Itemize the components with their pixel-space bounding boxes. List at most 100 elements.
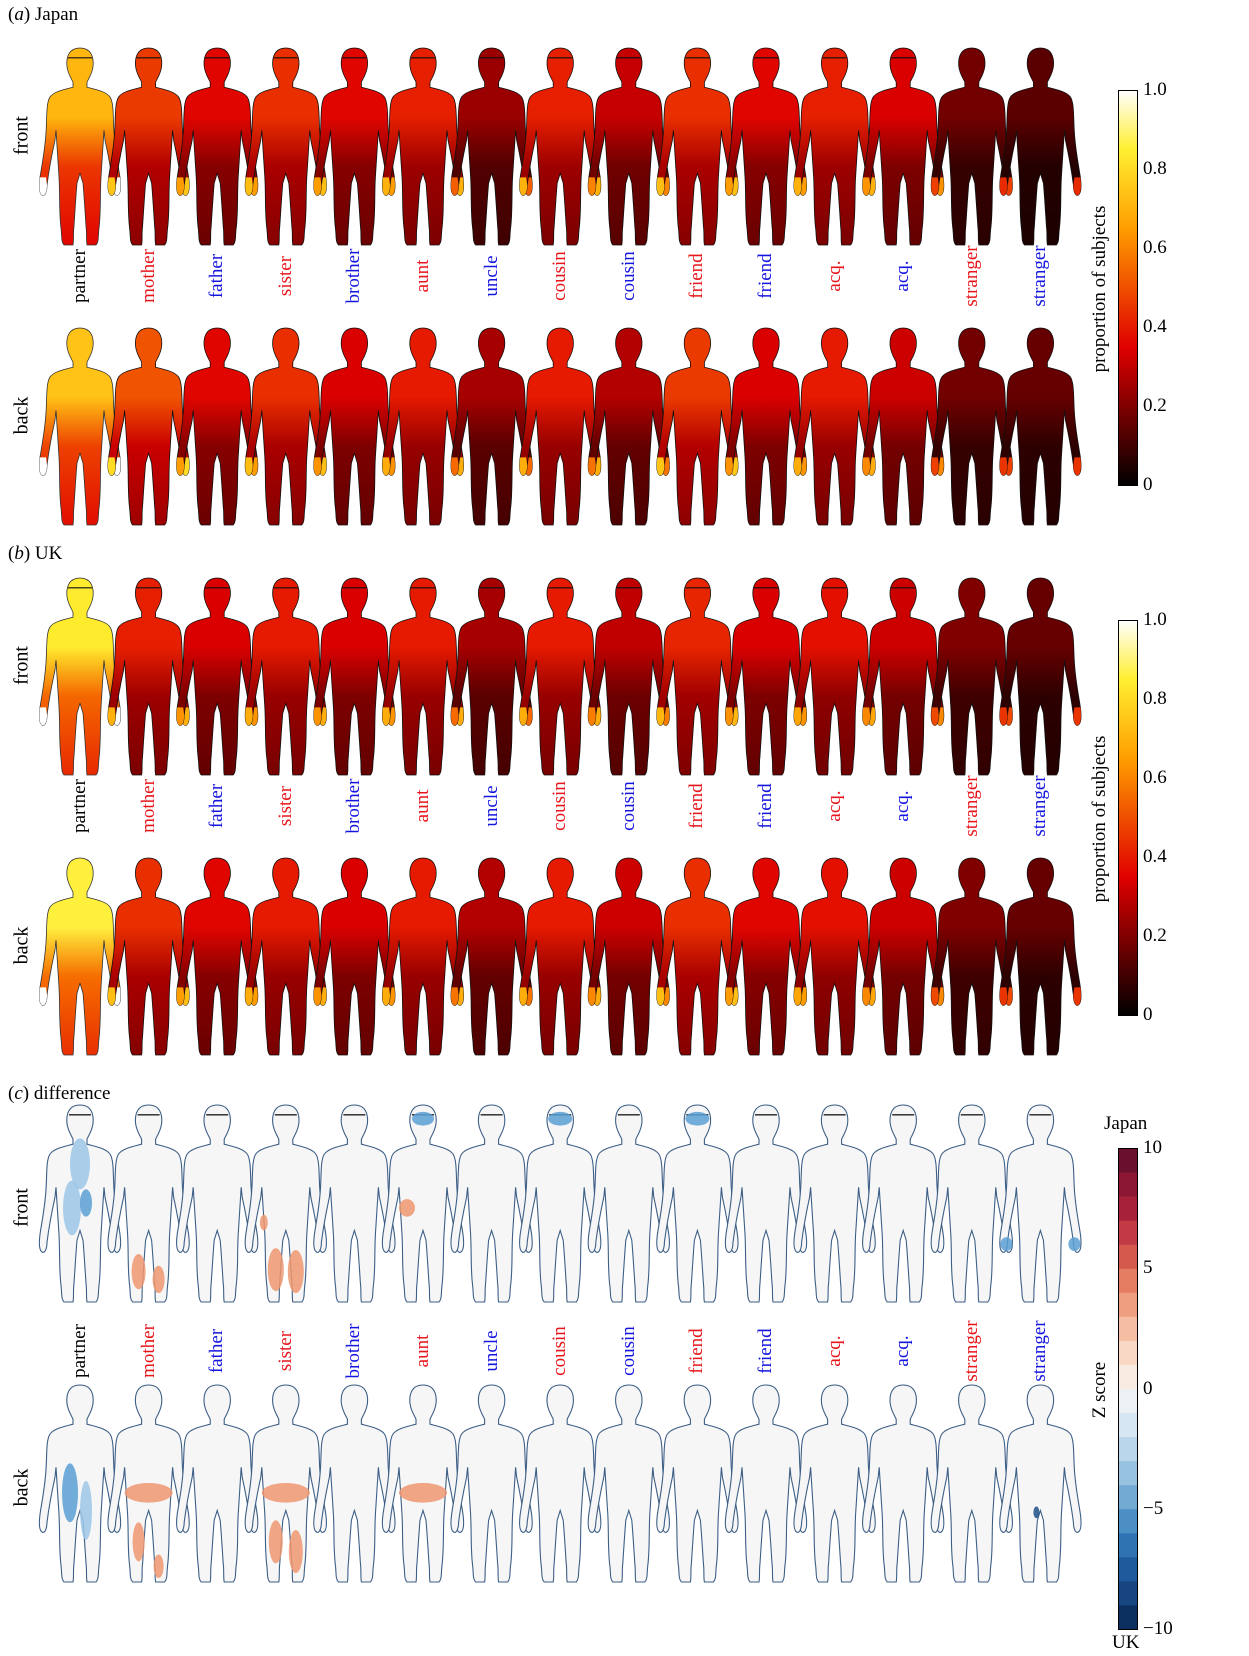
diff-body-back-8 [587,1384,670,1583]
hand-uk_front-8-0 [588,707,596,726]
colorbar-tick-4: 0.2 [1143,925,1167,946]
body-japan_back-0 [39,327,121,526]
person-label-3: sister [274,255,296,297]
body-uk_back-4 [313,857,396,1056]
colorbar-c-seg-13 [1118,1461,1138,1486]
person-label-6: uncle [480,1330,502,1372]
diff-blob-5-0 [399,1483,447,1503]
hand-uk_front-11-0 [794,707,802,726]
hand-uk_front-13-0 [931,707,939,726]
person-label-9: friend [686,783,708,829]
colorbar-tick-5: 0 [1143,474,1153,495]
person-label-3: sister [274,1330,296,1372]
person-label-1: mother [137,779,159,833]
diff-body-front-9 [656,1104,739,1303]
body-japan_front-0 [39,47,121,246]
colorbar-c-seg-4 [1118,1244,1138,1270]
diff-body-back-7 [519,1384,602,1583]
hand-japan_front-2-0 [176,177,185,196]
person-label-0: partner [69,1324,90,1378]
hand-japan_back-0-0 [39,457,47,476]
person-label-8: cousin [617,781,639,831]
diff-body-front-13 [930,1104,1013,1303]
colorbar-c-seg-7 [1118,1316,1138,1342]
body-japan_back-5 [382,327,464,526]
diff-body-front-8 [587,1104,670,1303]
diff-body-back-13 [930,1384,1013,1583]
body-japan_front-4 [313,47,396,246]
body-uk_back-12 [862,857,945,1056]
hand-japan_back-10-0 [725,457,733,476]
colorbar-c-tick-3: −5 [1143,1497,1164,1519]
diff-blob-0-0 [70,1138,90,1190]
colorbar-tick-4: 0.2 [1143,395,1167,416]
person-label-14: stranger [1029,245,1051,307]
colorbar-c-seg-16 [1118,1533,1138,1558]
body-uk_front-1 [107,577,190,776]
person-label-1: mother [137,249,159,303]
body-uk_back-8 [587,857,670,1056]
body-japan_back-12 [862,327,945,526]
body-japan_front-2 [176,47,259,246]
row-label-back-a: back [10,396,33,435]
hand-uk_front-3-0 [245,707,253,726]
diff-body-front-14 [999,1104,1082,1303]
hand-uk_back-14-0 [999,987,1008,1006]
diff-body-back-5 [381,1384,465,1583]
colorbar-c-seg-12 [1118,1437,1138,1462]
person-labels-c: partner mother father sister brother aunt uncl… [0,1300,1100,1400]
body-japan_front-13 [930,47,1013,246]
person-label-11: acq. [823,790,845,822]
person-label-12: acq. [892,790,914,822]
diff-blob-0-1 [80,1481,92,1540]
colorbar-c-seg-17 [1118,1557,1138,1582]
body-uk_back-10 [725,857,807,1056]
body-uk_back-1 [107,857,190,1056]
person-label-5: aunt [412,259,433,293]
hand-japan_front-1-0 [108,177,116,196]
diff-blob-3-0 [267,1248,284,1292]
person-label-2: father [206,253,228,299]
hand-uk_back-11-0 [794,987,802,1006]
person-label-12: acq. [892,1335,914,1367]
colorbar-c-seg-11 [1118,1413,1138,1438]
colorbar-tick-0: 1.0 [1143,609,1167,630]
colorbar-tick-5: 0 [1143,1004,1153,1025]
diff-body-front-10 [724,1104,808,1303]
hand-japan_back-13-0 [931,457,939,476]
hand-uk_back-1-0 [108,987,116,1006]
body-uk_back-13 [930,857,1013,1056]
diff-blob-1-1 [132,1522,145,1562]
person-label-7: cousin [549,251,571,301]
colorbar-c-seg-8 [1118,1340,1138,1366]
diff-body-front-7 [519,1104,602,1303]
body-uk_front-11 [793,577,876,776]
diff-blob-5-0 [412,1111,434,1126]
panel-title-b: (b) UK [8,543,63,564]
diff-body-front-5 [381,1104,465,1303]
colorbar-c-seg-14 [1118,1485,1138,1510]
diff-blob-3-2 [259,1214,268,1231]
diff-blob-0-1 [63,1180,81,1236]
diff-blob-0-2 [80,1189,92,1217]
hand-japan_back-1-0 [108,457,116,476]
body-map-grid [38,47,1082,1583]
diff-body-back-1 [107,1384,190,1583]
colorbar-c-top-label: Japan [1104,1113,1148,1134]
panel-title-c: (c) difference [8,1083,111,1104]
row-label-front-c: front [10,1188,33,1227]
colorbar-c-tick-1: 5 [1143,1257,1153,1279]
colorbar-c-seg-2 [1118,1196,1138,1222]
body-japan_back-2 [176,327,259,526]
body-uk_back-9 [656,857,739,1056]
colorbar-tick-2: 0.6 [1143,237,1167,258]
person-label-13: stranger [960,245,982,307]
diff-blob-0-0 [62,1463,78,1523]
body-uk_front-13 [930,577,1013,776]
colorbar-c-seg-10 [1118,1389,1138,1414]
hand-uk_front-4-0 [313,707,322,726]
colorbar-b-label: proportion of subjects [1089,735,1110,903]
diff-body-front-11 [793,1104,876,1303]
diff-blob-14-1 [1068,1237,1081,1252]
body-japan_back-3 [244,327,327,526]
